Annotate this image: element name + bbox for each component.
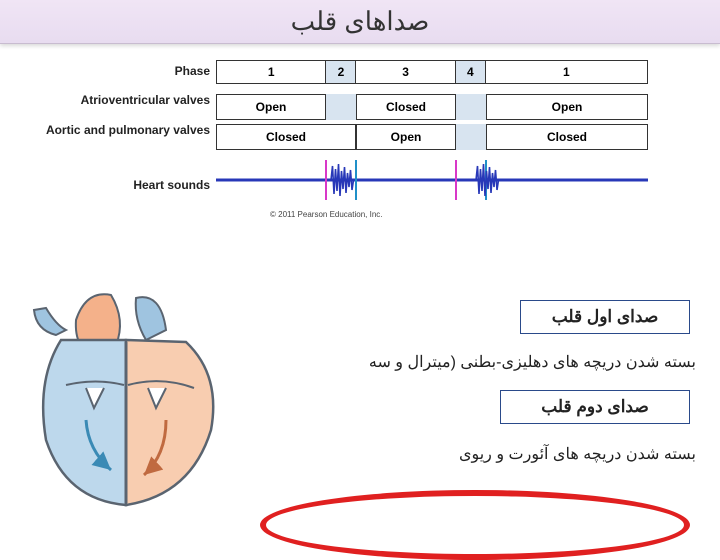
valve-gap <box>456 124 486 150</box>
heart-sounds-label: Heart sounds <box>40 178 210 192</box>
phase-segment: 1 <box>217 61 326 83</box>
phase-segment: 2 <box>326 61 356 83</box>
ap-valves-row: ClosedOpenClosed <box>216 124 648 150</box>
av-valves-row: Open Closed Open <box>216 94 648 120</box>
valve-segment: Closed <box>486 124 648 150</box>
phase-track: 12341 <box>216 60 648 84</box>
valve-segment: Open <box>486 94 648 120</box>
phase-segment: 1 <box>486 61 647 83</box>
first-sound-box: صدای اول قلب <box>520 300 690 334</box>
valve-segment: Closed <box>216 124 356 150</box>
phase-label: Phase <box>40 64 210 78</box>
valve-segment: Open <box>356 124 456 150</box>
heart-diagram <box>16 280 246 520</box>
highlight-ellipse <box>260 490 690 560</box>
right-heart-shape <box>43 340 126 505</box>
pulmonary-artery-shape <box>136 297 166 340</box>
page-title: صداهای قلب <box>0 0 720 44</box>
second-sound-desc: بسته شدن دریچه های آئورت و ریوی <box>276 444 696 464</box>
phase-segment: 4 <box>456 61 486 83</box>
second-sound-box: صدای دوم قلب <box>500 390 690 424</box>
vena-cava-shape <box>34 308 66 335</box>
valve-segment: Open <box>216 94 326 120</box>
valve-gap <box>456 94 486 120</box>
heart-sounds-trace <box>216 160 648 200</box>
first-sound-desc: بسته شدن دریچه های دهلیزی-بطنی (میترال و… <box>256 352 696 372</box>
av-valves-label: Atrioventricular valves <box>40 94 210 107</box>
copyright-text: © 2011 Pearson Education, Inc. <box>270 210 382 219</box>
ap-valves-label: Aortic and pulmonary valves <box>40 124 210 137</box>
left-heart-shape <box>126 340 213 505</box>
phase-segment: 3 <box>356 61 456 83</box>
valve-segment: Closed <box>356 94 456 120</box>
valve-gap <box>326 94 356 120</box>
